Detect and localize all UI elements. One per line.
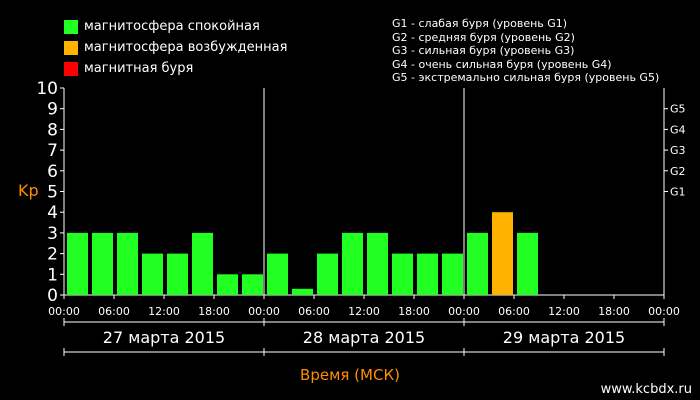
kp-bar [92, 232, 113, 295]
y-tick-label: 1 [47, 265, 58, 285]
kp-bar [217, 274, 238, 295]
day-label: 28 марта 2015 [303, 328, 425, 347]
legend-swatch-excited [64, 40, 78, 55]
g-legend-g3: G3 - сильная буря (уровень G3) [392, 44, 575, 57]
x-tick-label: 00:00 [448, 305, 480, 318]
y-tick-label: 6 [47, 162, 58, 182]
g-scale-legend: G1 - слабая буря (уровень G1) G2 - средн… [392, 17, 659, 85]
legend-label-storm: магнитная буря [84, 61, 194, 76]
kp-bar [192, 232, 213, 295]
kp-bar [492, 212, 513, 295]
legend-swatch-storm [64, 61, 78, 76]
kp-bar [417, 253, 438, 295]
x-tick-label: 06:00 [298, 305, 330, 318]
x-tick-label: 12:00 [148, 305, 180, 318]
g-legend-g2: G2 - средняя буря (уровень G2) [392, 30, 575, 44]
y-tick-label: 9 [47, 100, 58, 120]
kp-bar [67, 232, 88, 295]
y-tick-label: 5 [47, 183, 58, 203]
kp-bar [242, 274, 263, 295]
x-tick-label: 18:00 [598, 305, 630, 318]
watermark: www.kcbdx.ru [600, 382, 692, 397]
x-tick-label: 00:00 [48, 305, 80, 318]
legend-item-excited: магнитосфера возбужденная [64, 37, 287, 58]
y-tick-label: 7 [47, 141, 58, 161]
legend-label-quiet: магнитосфера спокойная [84, 19, 260, 34]
x-axis-label: Время (МСК) [300, 366, 400, 384]
legend-item-quiet: магнитосфера спокойная [64, 16, 287, 37]
x-tick-label: 12:00 [548, 305, 580, 318]
legend: магнитосфера спокойная магнитосфера возб… [64, 16, 287, 79]
day-label: 27 марта 2015 [103, 328, 225, 347]
y-tick-label: 0 [47, 286, 58, 306]
kp-bar [292, 288, 313, 295]
y-axis-label: Kp [18, 181, 39, 200]
g-legend-g1: G1 - слабая буря (уровень G1) [392, 17, 568, 30]
kp-bar [442, 253, 463, 295]
kp-bar [367, 232, 388, 295]
legend-swatch-quiet [64, 19, 78, 34]
g-tick-label: G2 [670, 165, 686, 178]
y-tick-label: 2 [47, 245, 58, 265]
x-tick-label: 00:00 [648, 305, 680, 318]
legend-label-excited: магнитосфера возбужденная [84, 40, 288, 55]
kp-bar [467, 232, 488, 295]
kp-bar [117, 232, 138, 295]
y-tick-label: 8 [47, 120, 58, 140]
kp-bar [267, 253, 288, 295]
kp-bar [392, 253, 413, 295]
kp-bar [142, 253, 163, 295]
x-tick-label: 18:00 [398, 305, 430, 318]
g-tick-label: G5 [670, 103, 686, 116]
kp-bar [167, 253, 188, 295]
y-tick-label: 3 [47, 224, 58, 244]
day-label: 29 марта 2015 [503, 328, 625, 347]
x-tick-label: 18:00 [198, 305, 230, 318]
y-tick-label: 4 [47, 203, 58, 223]
kp-bar [317, 253, 338, 295]
y-tick-label: 10 [36, 79, 58, 99]
legend-item-storm: магнитная буря [64, 58, 287, 79]
g-legend-g4: G4 - очень сильная буря (уровень G4) [392, 57, 612, 71]
g-legend-g5: G5 - экстремально сильная буря (уровень … [392, 71, 660, 84]
kp-bar [342, 232, 363, 295]
g-tick-label: G3 [670, 144, 686, 157]
x-tick-label: 06:00 [498, 305, 530, 318]
kp-bar [517, 232, 538, 295]
x-tick-label: 12:00 [348, 305, 380, 318]
g-tick-label: G1 [670, 186, 686, 199]
x-tick-label: 06:00 [98, 305, 130, 318]
x-tick-label: 00:00 [248, 305, 280, 318]
g-tick-label: G4 [670, 123, 686, 136]
